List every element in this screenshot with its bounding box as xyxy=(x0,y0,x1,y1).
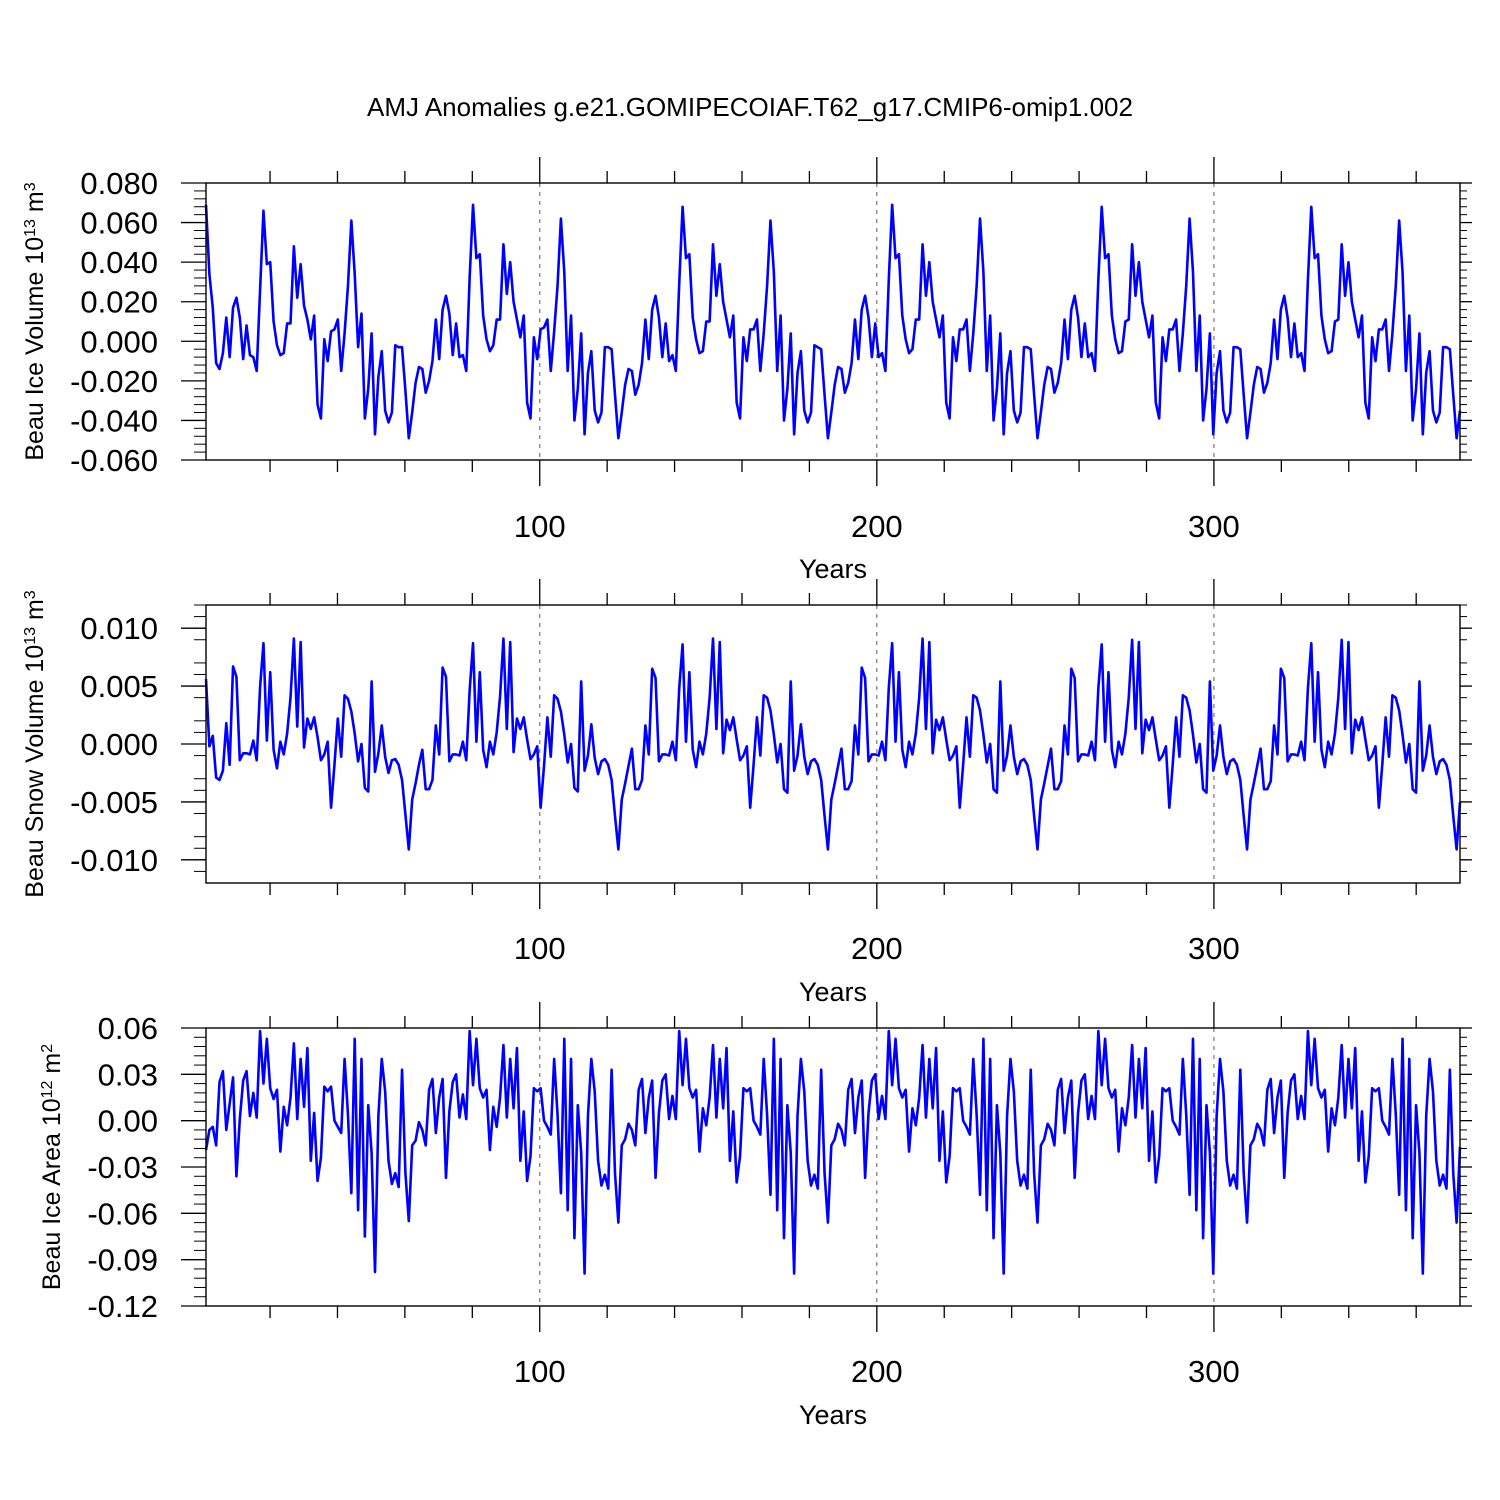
x-tick-label: 300 xyxy=(1188,931,1240,966)
y-tick-label: -0.040 xyxy=(70,403,158,438)
series-line xyxy=(204,1029,1462,1275)
y-tick-label: 0.010 xyxy=(80,611,158,646)
y-tick-label: -0.010 xyxy=(70,843,158,878)
x-tick-label: 100 xyxy=(514,931,566,966)
x-tick-label: 100 xyxy=(514,1354,566,1389)
y-tick-label: 0.040 xyxy=(80,245,158,280)
x-tick-label: 200 xyxy=(851,509,903,544)
x-tick-label: 300 xyxy=(1188,1354,1240,1389)
panel-2: -0.010 -0.005 0.000 0.005 0.010 100 200 300 Year… xyxy=(21,579,1472,1007)
y-axis-label: Beau Ice Area 1012 m2 xyxy=(38,1044,66,1290)
plot-frame xyxy=(205,1027,1461,1307)
x-axis-label: Years xyxy=(799,554,867,584)
plot-frame xyxy=(205,182,1461,461)
y-tick-label: -0.060 xyxy=(70,443,158,478)
y-tick-label: 0.020 xyxy=(80,285,158,320)
panel-1: -0.060 -0.040 -0.020 0.000 0.020 0.040 0.060 0.… xyxy=(21,157,1472,584)
y-tick-label: 0.080 xyxy=(80,166,158,201)
y-tick-label: -0.03 xyxy=(87,1150,158,1185)
series-line xyxy=(204,203,1462,440)
panel-3: -0.12 -0.09 -0.06 -0.03 0.00 0.03 0.06 100 200 30… xyxy=(38,1002,1472,1430)
y-axis-label: Beau Snow Volume 1013 m3 xyxy=(21,590,49,898)
y-tick-label: -0.12 xyxy=(87,1289,158,1324)
y-tick-label: 0.005 xyxy=(80,669,158,704)
y-tick-label: 0.03 xyxy=(98,1057,158,1092)
y-tick-label: -0.005 xyxy=(70,785,158,820)
y-tick-label: 0.06 xyxy=(98,1011,158,1046)
y-tick-label: 0.000 xyxy=(80,727,158,762)
y-tick-label: -0.09 xyxy=(87,1243,158,1278)
x-tick-label: 100 xyxy=(514,509,566,544)
y-tick-label: 0.060 xyxy=(80,206,158,241)
x-tick-label: 200 xyxy=(851,931,903,966)
y-axis-label: Beau Ice Volume 1013 m3 xyxy=(21,182,49,460)
y-tick-label: -0.020 xyxy=(70,364,158,399)
series-line xyxy=(204,637,1462,851)
y-tick-label: -0.06 xyxy=(87,1196,158,1231)
chart-title: AMJ Anomalies g.e21.GOMIPECOIAF.T62_g17.… xyxy=(367,92,1133,122)
x-tick-label: 300 xyxy=(1188,509,1240,544)
x-tick-label: 200 xyxy=(851,1354,903,1389)
y-tick-label: 0.00 xyxy=(98,1104,158,1139)
x-axis-label: Years xyxy=(799,977,867,1007)
x-axis-label: Years xyxy=(799,1400,867,1430)
y-tick-label: 0.000 xyxy=(80,324,158,359)
